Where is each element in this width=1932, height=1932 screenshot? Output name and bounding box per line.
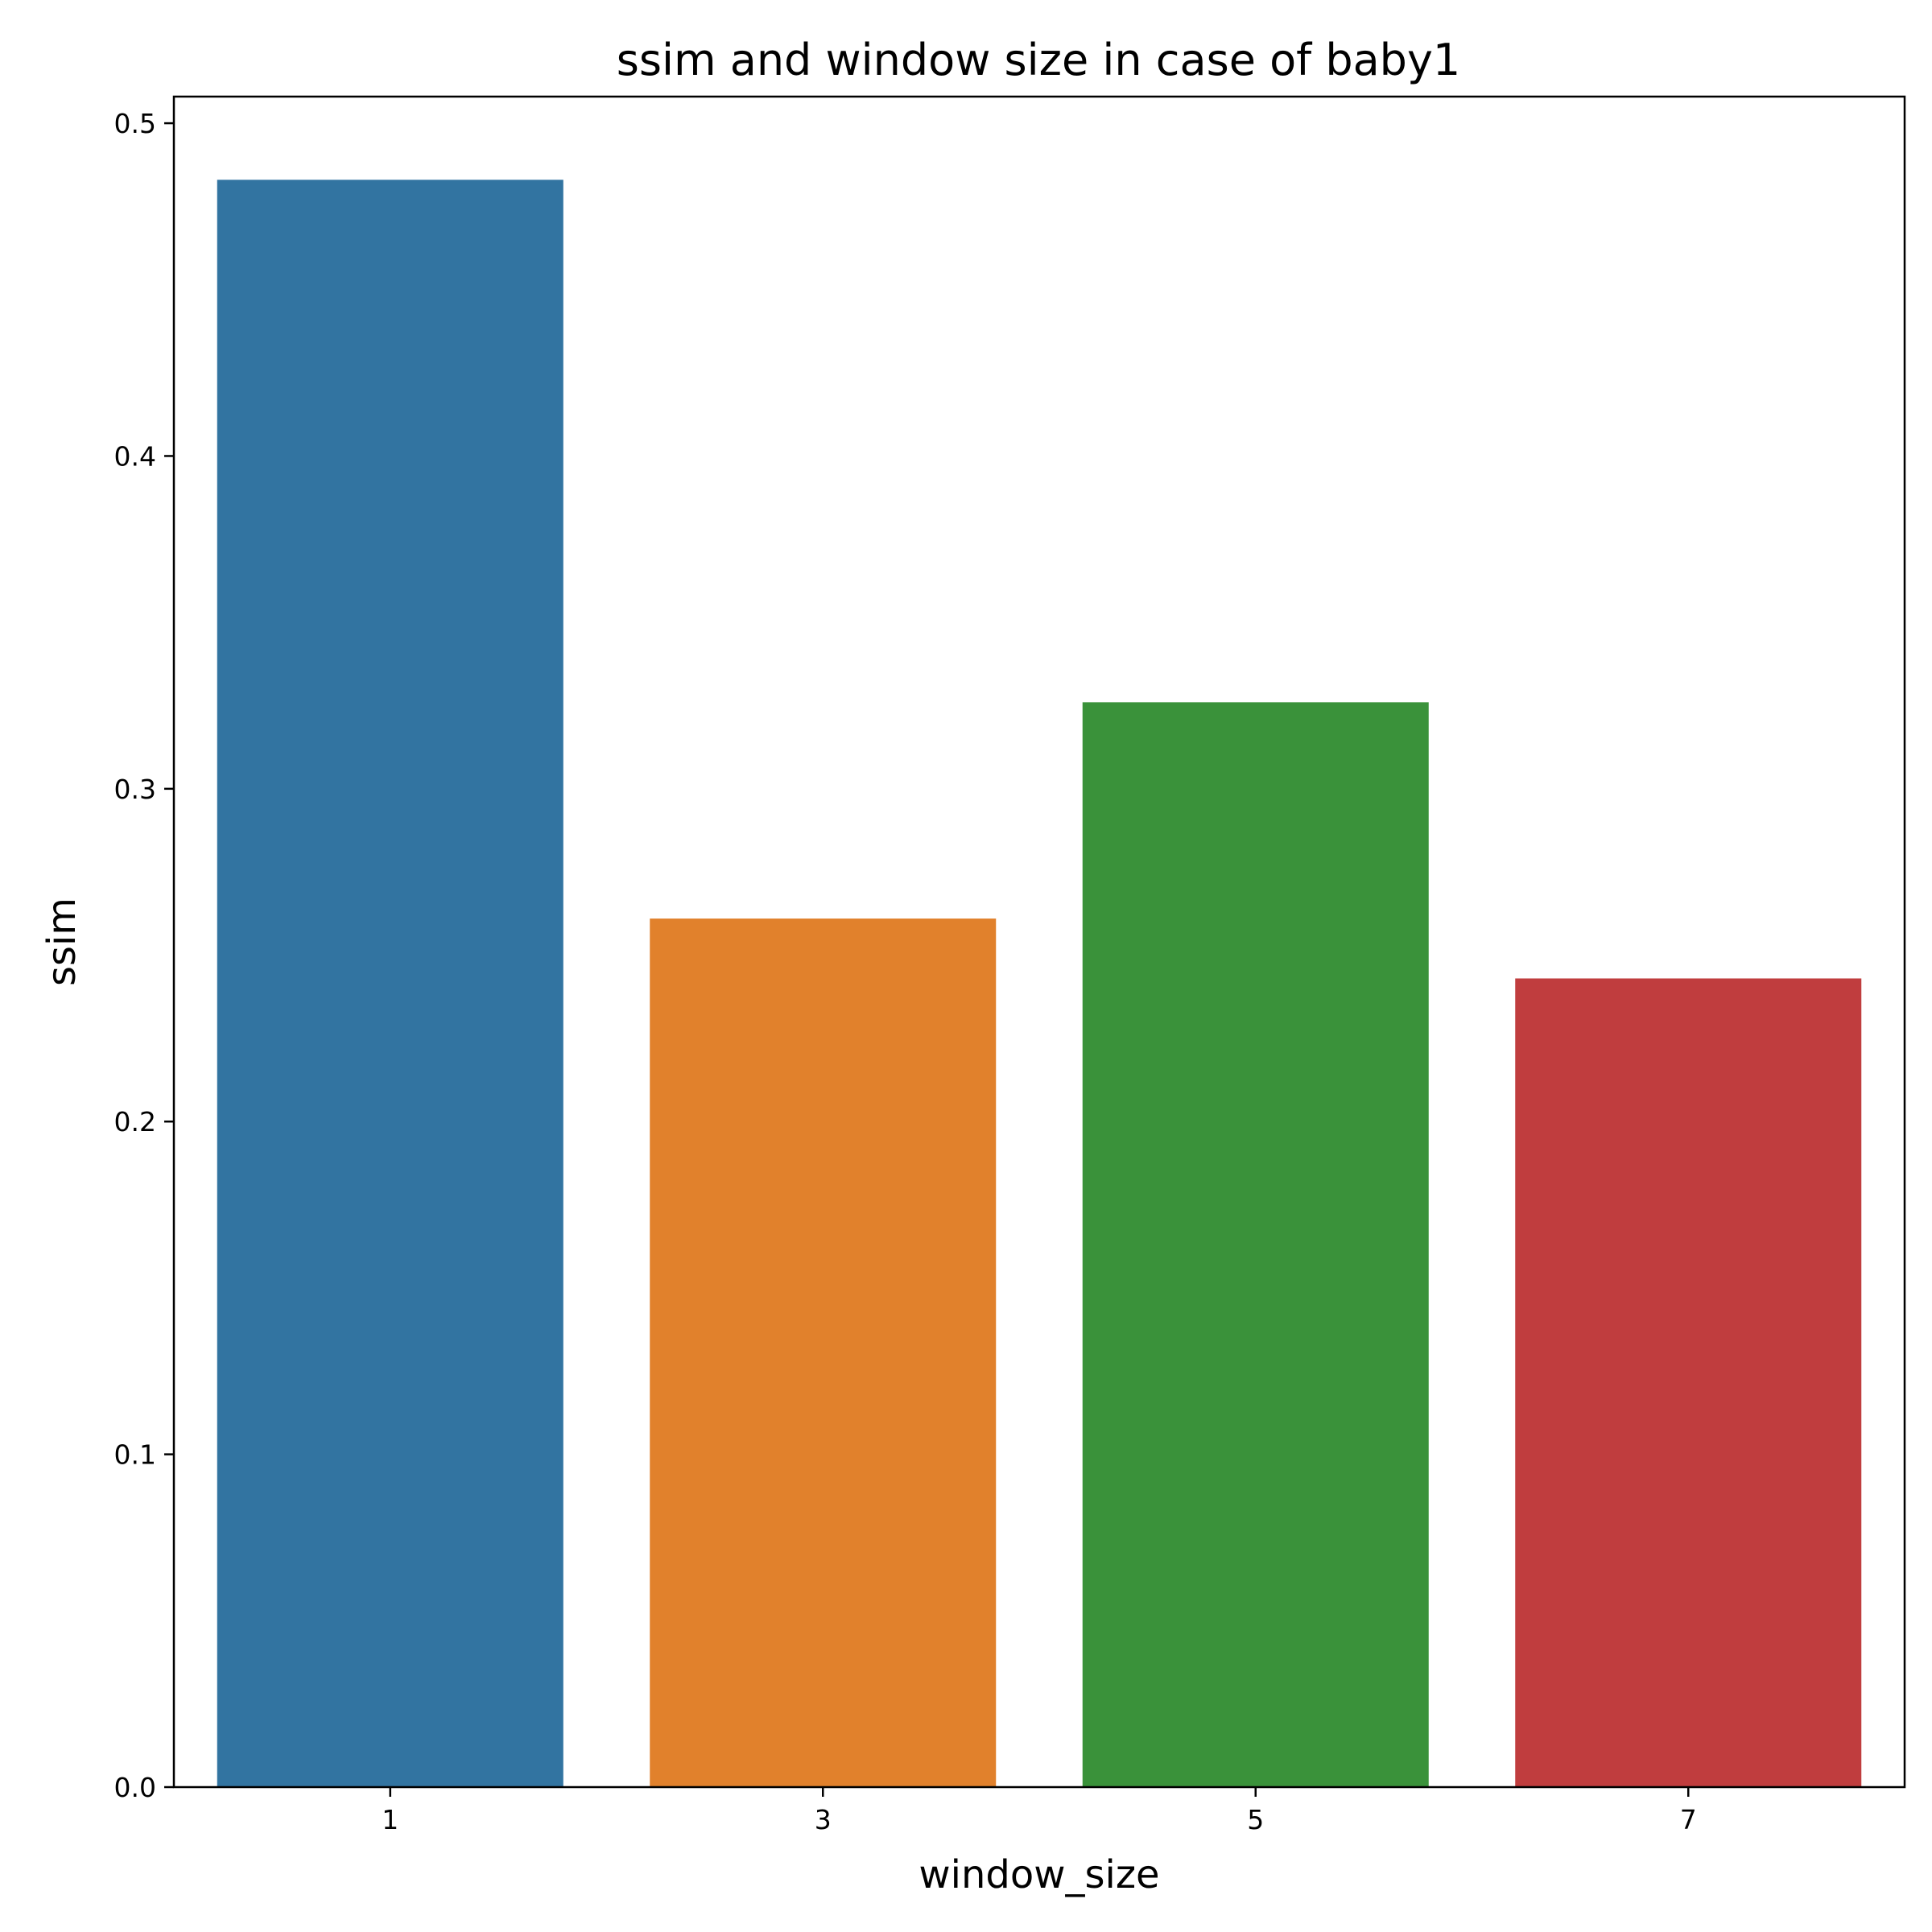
y-tick-label: 0.3	[114, 774, 156, 805]
bar-1	[217, 180, 564, 1788]
x-tick-label: 5	[1247, 1804, 1264, 1835]
bars-group	[217, 180, 1862, 1788]
y-tick-label: 0.5	[114, 108, 156, 139]
chart-title: ssim and window size in case of baby1	[617, 35, 1461, 85]
y-tick-label: 0.4	[114, 440, 156, 472]
plot-frame	[172, 95, 1906, 1789]
bar-7	[1515, 978, 1862, 1787]
y-tick-label: 0.0	[114, 1772, 156, 1803]
x-axis-label: window_size	[919, 1852, 1159, 1897]
x-tick-label: 3	[815, 1804, 832, 1835]
x-tick-label: 1	[382, 1804, 398, 1835]
bar-5	[1082, 702, 1429, 1787]
y-axis-ticks: 0.0 0.1 0.2 0.3 0.4 0.5	[114, 108, 174, 1803]
x-tick-label: 7	[1680, 1804, 1697, 1835]
bar-3	[650, 919, 997, 1787]
y-tick-label: 0.1	[114, 1439, 156, 1471]
y-axis-label: ssim	[39, 898, 85, 986]
x-axis-ticks: 1 3 5 7	[382, 1787, 1697, 1835]
y-tick-label: 0.2	[114, 1106, 156, 1137]
